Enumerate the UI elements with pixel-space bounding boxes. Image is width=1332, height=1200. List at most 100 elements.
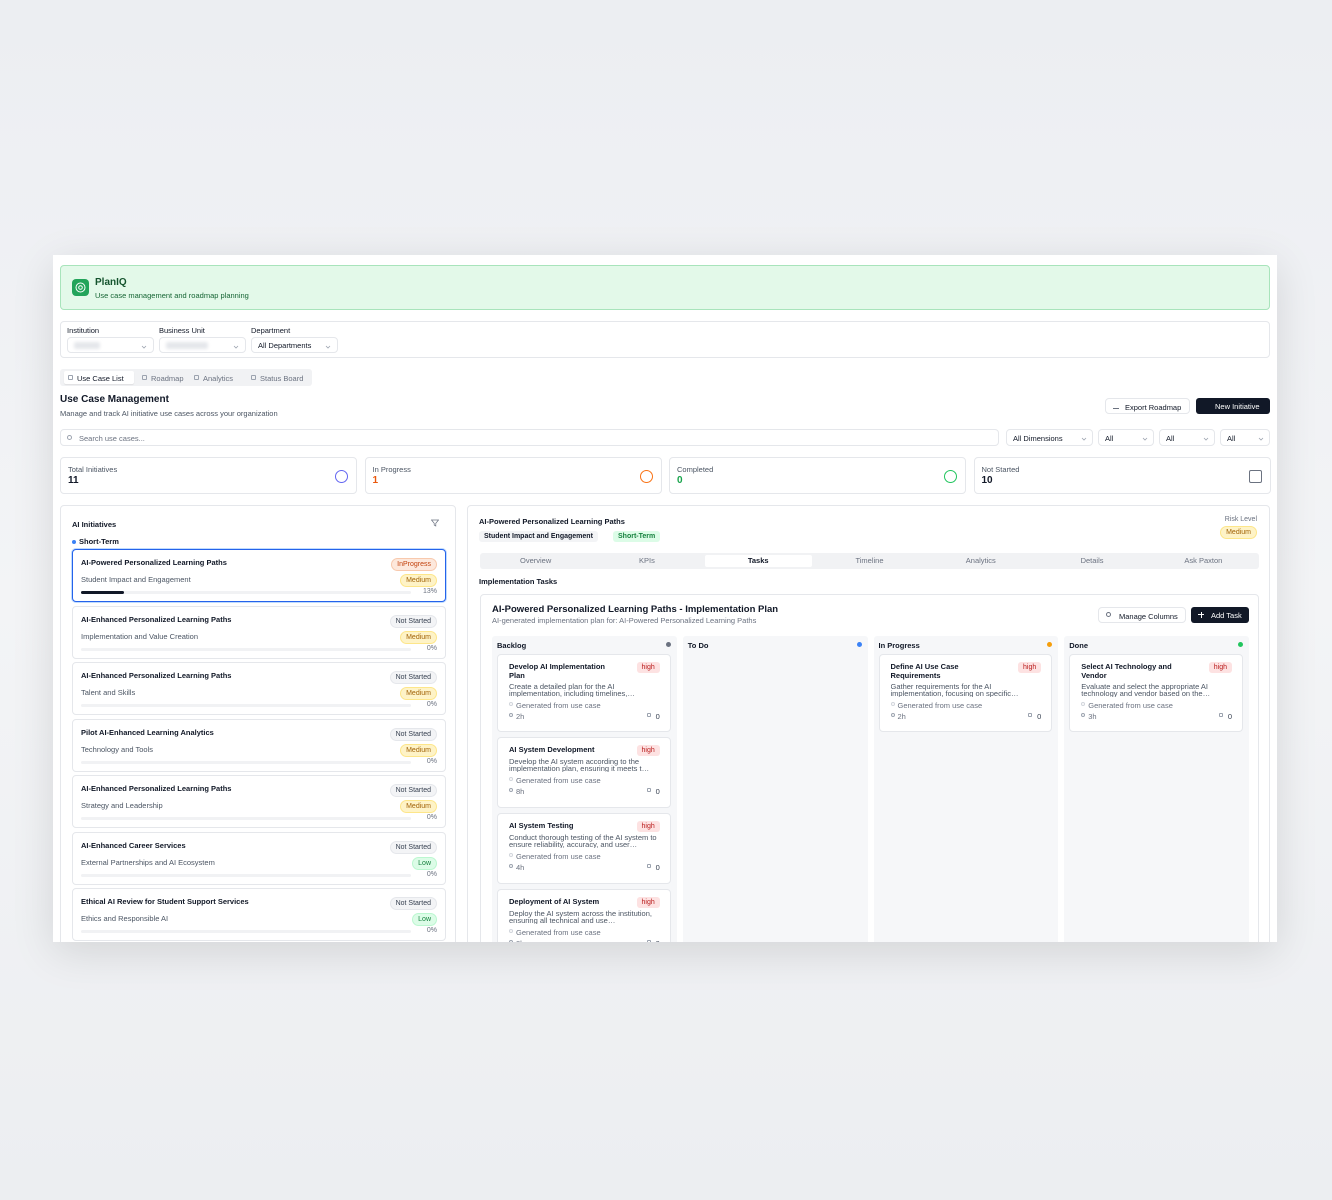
- filter-icon[interactable]: [430, 519, 440, 527]
- filter-dropdown[interactable]: All: [1098, 429, 1154, 446]
- task-card[interactable]: Select AI Technology and Vendor high Evalu…: [1069, 654, 1243, 732]
- chevron: [1142, 435, 1148, 441]
- task-card[interactable]: Define AI Use Case Requirements high Gathe…: [878, 654, 1053, 732]
- initiative-card[interactable]: AI-Enhanced Personalized Learning Paths N…: [72, 662, 446, 715]
- initiative-card[interactable]: AI-Enhanced Personalized Learning Paths N…: [72, 605, 446, 659]
- progress-track: [81, 760, 411, 764]
- detail-tab[interactable]: KPIs: [639, 556, 655, 565]
- filter-dropdown[interactable]: All: [1159, 429, 1215, 446]
- manage-columns-label: Manage Columns: [1119, 611, 1178, 621]
- clock-icon: [509, 788, 513, 792]
- source-icon: [509, 929, 513, 933]
- detail-tab[interactable]: Tasks: [704, 555, 812, 567]
- initiative-dimension: Implementation and Value Creation: [81, 631, 199, 641]
- stat-icon: [639, 470, 653, 483]
- task-priority: high: [636, 821, 660, 832]
- task-card[interactable]: AI System Testing high Conduct thorough te…: [497, 813, 671, 884]
- initiative-card[interactable]: AI-Enhanced Career Services Not Started Ex…: [72, 831, 446, 885]
- chevron: [1203, 435, 1209, 441]
- comment-icon: [1028, 713, 1033, 717]
- task-description: Gather requirements for the AI implement…: [890, 683, 1019, 697]
- view-tab-label: Roadmap: [151, 373, 184, 383]
- initiative-card[interactable]: Ethical AI Review for Student Support Se…: [72, 888, 446, 941]
- app-icon: [72, 279, 89, 296]
- filter-select[interactable]: All Departments: [251, 337, 338, 353]
- chevron: [233, 343, 239, 349]
- column-dot: [856, 642, 862, 647]
- status-badge: Not Started: [389, 897, 437, 910]
- task-description: Conduct thorough testing of the AI syste…: [509, 834, 657, 848]
- detail-tab[interactable]: Ask Paxton: [1184, 556, 1223, 565]
- app-subtitle: Use case management and roadmap planning: [95, 291, 249, 300]
- section-title: Use Case Management: [60, 394, 169, 405]
- initiative-card[interactable]: AI-Enhanced Personalized Learning Paths N…: [72, 775, 446, 828]
- chevron: [325, 343, 331, 349]
- initiative-card[interactable]: AI-Powered Personalized Learning Paths In…: [72, 549, 446, 602]
- initiative-title: AI-Enhanced Personalized Learning Paths: [81, 784, 232, 793]
- app-header: PlanIQ Use case management and roadmap pl…: [60, 265, 1270, 310]
- column-name: To Do: [687, 641, 709, 650]
- status-badge: Not Started: [389, 727, 437, 741]
- stat-value: 10: [981, 475, 993, 486]
- task-card[interactable]: Develop AI Implementation Plan high Create…: [497, 654, 671, 732]
- status-badge: Not Started: [389, 784, 437, 797]
- stat-icon: [335, 470, 348, 483]
- stat-label: Total Initiatives: [68, 465, 118, 474]
- filter-select[interactable]: [159, 337, 246, 353]
- task-comments: 0: [655, 787, 660, 796]
- task-card[interactable]: AI System Development high Develop the AI …: [497, 737, 671, 808]
- gear-icon: [1106, 612, 1111, 617]
- initiative-dimension: Ethics and Responsible AI: [81, 914, 169, 923]
- task-source: Generated from use case: [516, 776, 601, 785]
- chevron: [1081, 435, 1087, 441]
- comment-icon: [646, 864, 651, 868]
- view-tab[interactable]: Use Case List: [64, 371, 134, 384]
- detail-tab[interactable]: Timeline: [855, 556, 884, 565]
- column-dot: [1047, 642, 1053, 647]
- progress-label: 0%: [426, 644, 437, 652]
- export-button[interactable]: Export Roadmap: [1105, 398, 1190, 414]
- task-card[interactable]: Deployment of AI System high Deploy the AI…: [497, 889, 671, 942]
- filter-dropdown[interactable]: All Dimensions: [1006, 429, 1093, 446]
- search-input[interactable]: Search use cases...: [60, 429, 999, 446]
- initiative-dimension: Student Impact and Engagement: [81, 575, 191, 584]
- stat-value: 0: [677, 475, 683, 486]
- detail-tab[interactable]: Details: [1080, 556, 1104, 565]
- initiative-title: AI-Enhanced Personalized Learning Paths: [81, 671, 232, 680]
- detail-panel: AI-Powered Personalized Learning Paths St…: [467, 505, 1270, 942]
- add-task-button[interactable]: Add Task: [1191, 607, 1249, 623]
- status-badge: Not Started: [389, 671, 437, 684]
- source-icon: [509, 853, 513, 857]
- task-priority: high: [636, 897, 660, 908]
- view-tab[interactable]: Roadmap: [138, 371, 188, 384]
- progress-fill: [81, 591, 124, 594]
- source-icon: [890, 702, 895, 706]
- manage-columns-button[interactable]: Manage Columns: [1098, 607, 1186, 623]
- view-tab[interactable]: Analytics: [190, 371, 245, 384]
- search-placeholder: Search use cases...: [79, 434, 145, 443]
- detail-tab[interactable]: Overview: [520, 556, 552, 565]
- task-priority: high: [636, 662, 660, 673]
- priority-badge: Medium: [400, 743, 437, 757]
- initiatives-title: AI Initiatives: [72, 520, 117, 529]
- stat-icon: [944, 470, 957, 483]
- clock-icon: [509, 713, 513, 717]
- detail-tab[interactable]: Analytics: [965, 556, 996, 565]
- stat-value: 1: [372, 475, 379, 486]
- priority-badge: Low: [412, 913, 437, 926]
- initiative-title: AI-Enhanced Personalized Learning Paths: [81, 614, 232, 624]
- filter-label: Business Unit: [159, 326, 205, 335]
- task-title: Define AI Use Case Requirements: [890, 662, 959, 680]
- filter-dropdown[interactable]: All: [1220, 429, 1270, 446]
- view-tab[interactable]: Status Board: [247, 371, 309, 384]
- stat-card: Completed 0: [669, 457, 966, 494]
- initiative-dimension: External Partnerships and AI Ecosystem: [81, 857, 215, 867]
- plan-subtitle: AI-generated implementation plan for: AI…: [492, 616, 757, 625]
- initiative-title: AI-Powered Personalized Learning Paths: [81, 558, 227, 567]
- new-initiative-button[interactable]: New Initiative: [1196, 398, 1270, 414]
- source-icon: [509, 702, 513, 706]
- filter-select[interactable]: [67, 337, 154, 353]
- initiative-card[interactable]: Pilot AI-Enhanced Learning Analytics Not …: [72, 718, 446, 772]
- chevron: [141, 343, 147, 349]
